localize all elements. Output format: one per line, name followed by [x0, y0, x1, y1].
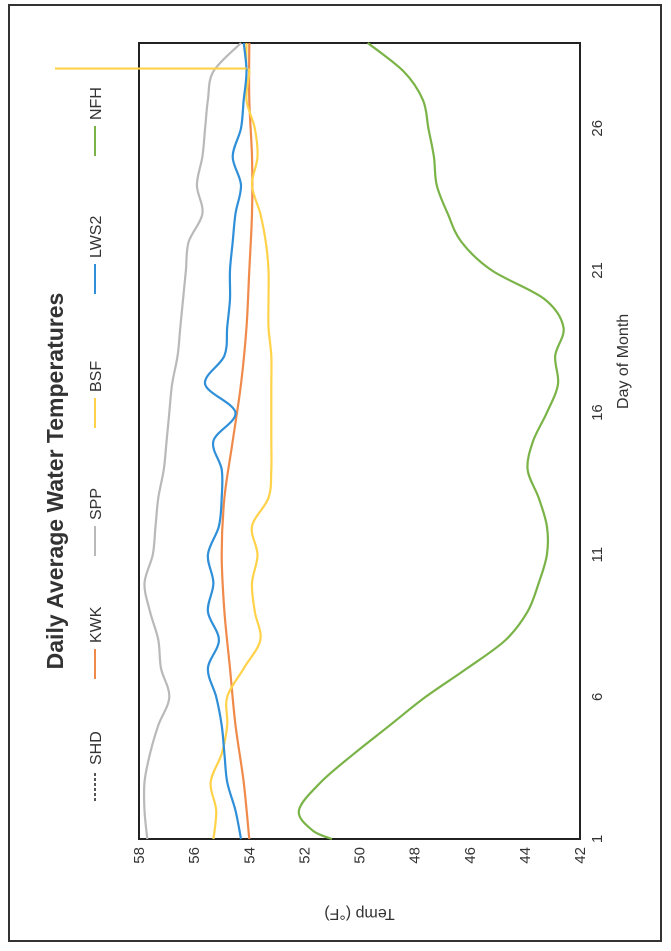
y-tick-label: 58 [131, 847, 148, 864]
series-line-bsf [209, 42, 273, 840]
x-tick-label: 26 [589, 120, 606, 137]
y-tick-label: 50 [352, 847, 369, 864]
x-tick-label: 6 [589, 693, 606, 701]
x-tick-label: 1 [589, 835, 606, 843]
x-tick-label: 21 [589, 262, 606, 279]
y-tick-label: 42 [572, 847, 589, 864]
chart-title: Daily Average Water Temperatures [42, 293, 68, 670]
legend-label-spp: SPP [88, 488, 105, 520]
x-axis-label: Day of Month [615, 314, 632, 409]
series-line-kwk [220, 42, 254, 840]
y-tick-label: 44 [517, 847, 534, 864]
series-line-lws2 [203, 42, 248, 840]
y-axis-label: Temp (°F) [324, 905, 394, 922]
legend-label-nfh: NFH [88, 87, 105, 120]
legend-label-bsf: BSF [88, 361, 105, 392]
series-line-spp [142, 42, 242, 840]
x-tick-label: 11 [589, 547, 606, 563]
plot-area [138, 42, 581, 840]
y-tick-label: 46 [462, 847, 479, 864]
y-tick-label: 56 [186, 847, 203, 864]
x-tick-label: 16 [589, 404, 606, 421]
legend-label-shd: SHD [88, 731, 105, 765]
y-tick-label: 48 [407, 847, 424, 864]
legend: SHD KWK SPP BSF LWS2 NFH [88, 87, 105, 801]
y-axis: 58 56 54 52 50 48 46 44 42 [131, 847, 589, 864]
chart-frame [8, 4, 662, 942]
y-tick-label: 54 [241, 847, 258, 864]
y-tick-label: 52 [296, 847, 313, 864]
legend-label-lws2: LWS2 [88, 216, 105, 258]
legend-label-kwk: KWK [88, 606, 105, 643]
series-line-nfh [297, 42, 565, 841]
